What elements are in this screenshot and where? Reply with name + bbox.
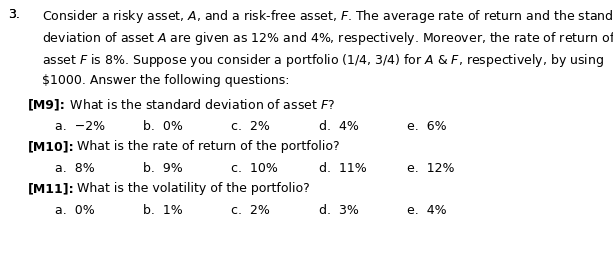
- Text: What is the standard deviation of asset $\mathit{F}$?: What is the standard deviation of asset …: [66, 98, 335, 112]
- Text: a.  0%: a. 0%: [55, 204, 95, 217]
- Text: d.  4%: d. 4%: [319, 120, 359, 133]
- Text: asset $\mathit{F}$ is 8%. Suppose you consider a portfolio (1/4, 3/4) for $\math: asset $\mathit{F}$ is 8%. Suppose you co…: [42, 52, 604, 69]
- Text: [M9]:: [M9]:: [28, 98, 66, 111]
- Text: What is the volatility of the portfolio?: What is the volatility of the portfolio?: [73, 182, 310, 195]
- Text: [M11]:: [M11]:: [28, 182, 75, 195]
- Text: 3.: 3.: [8, 8, 20, 21]
- Text: c.  2%: c. 2%: [231, 204, 270, 217]
- Text: e.  4%: e. 4%: [407, 204, 447, 217]
- Text: c.  2%: c. 2%: [231, 120, 270, 133]
- Text: d.  11%: d. 11%: [319, 162, 367, 175]
- Text: a.  −2%: a. −2%: [55, 120, 105, 133]
- Text: e.  12%: e. 12%: [407, 162, 454, 175]
- Text: b.  1%: b. 1%: [143, 204, 183, 217]
- Text: $1000. Answer the following questions:: $1000. Answer the following questions:: [42, 74, 289, 87]
- Text: d.  3%: d. 3%: [319, 204, 359, 217]
- Text: a.  8%: a. 8%: [55, 162, 95, 175]
- Text: b.  0%: b. 0%: [143, 120, 183, 133]
- Text: [M10]:: [M10]:: [28, 140, 75, 153]
- Text: Consider a risky asset, $\mathit{A}$, and a risk-free asset, $\mathit{F}$. The a: Consider a risky asset, $\mathit{A}$, an…: [42, 8, 613, 25]
- Text: 3.: 3.: [8, 8, 20, 21]
- Text: c.  10%: c. 10%: [231, 162, 278, 175]
- Text: deviation of asset $\mathit{A}$ are given as 12% and 4%, respectively. Moreover,: deviation of asset $\mathit{A}$ are give…: [42, 30, 613, 47]
- Text: b.  9%: b. 9%: [143, 162, 183, 175]
- Text: What is the rate of return of the portfolio?: What is the rate of return of the portfo…: [73, 140, 340, 153]
- Text: e.  6%: e. 6%: [407, 120, 447, 133]
